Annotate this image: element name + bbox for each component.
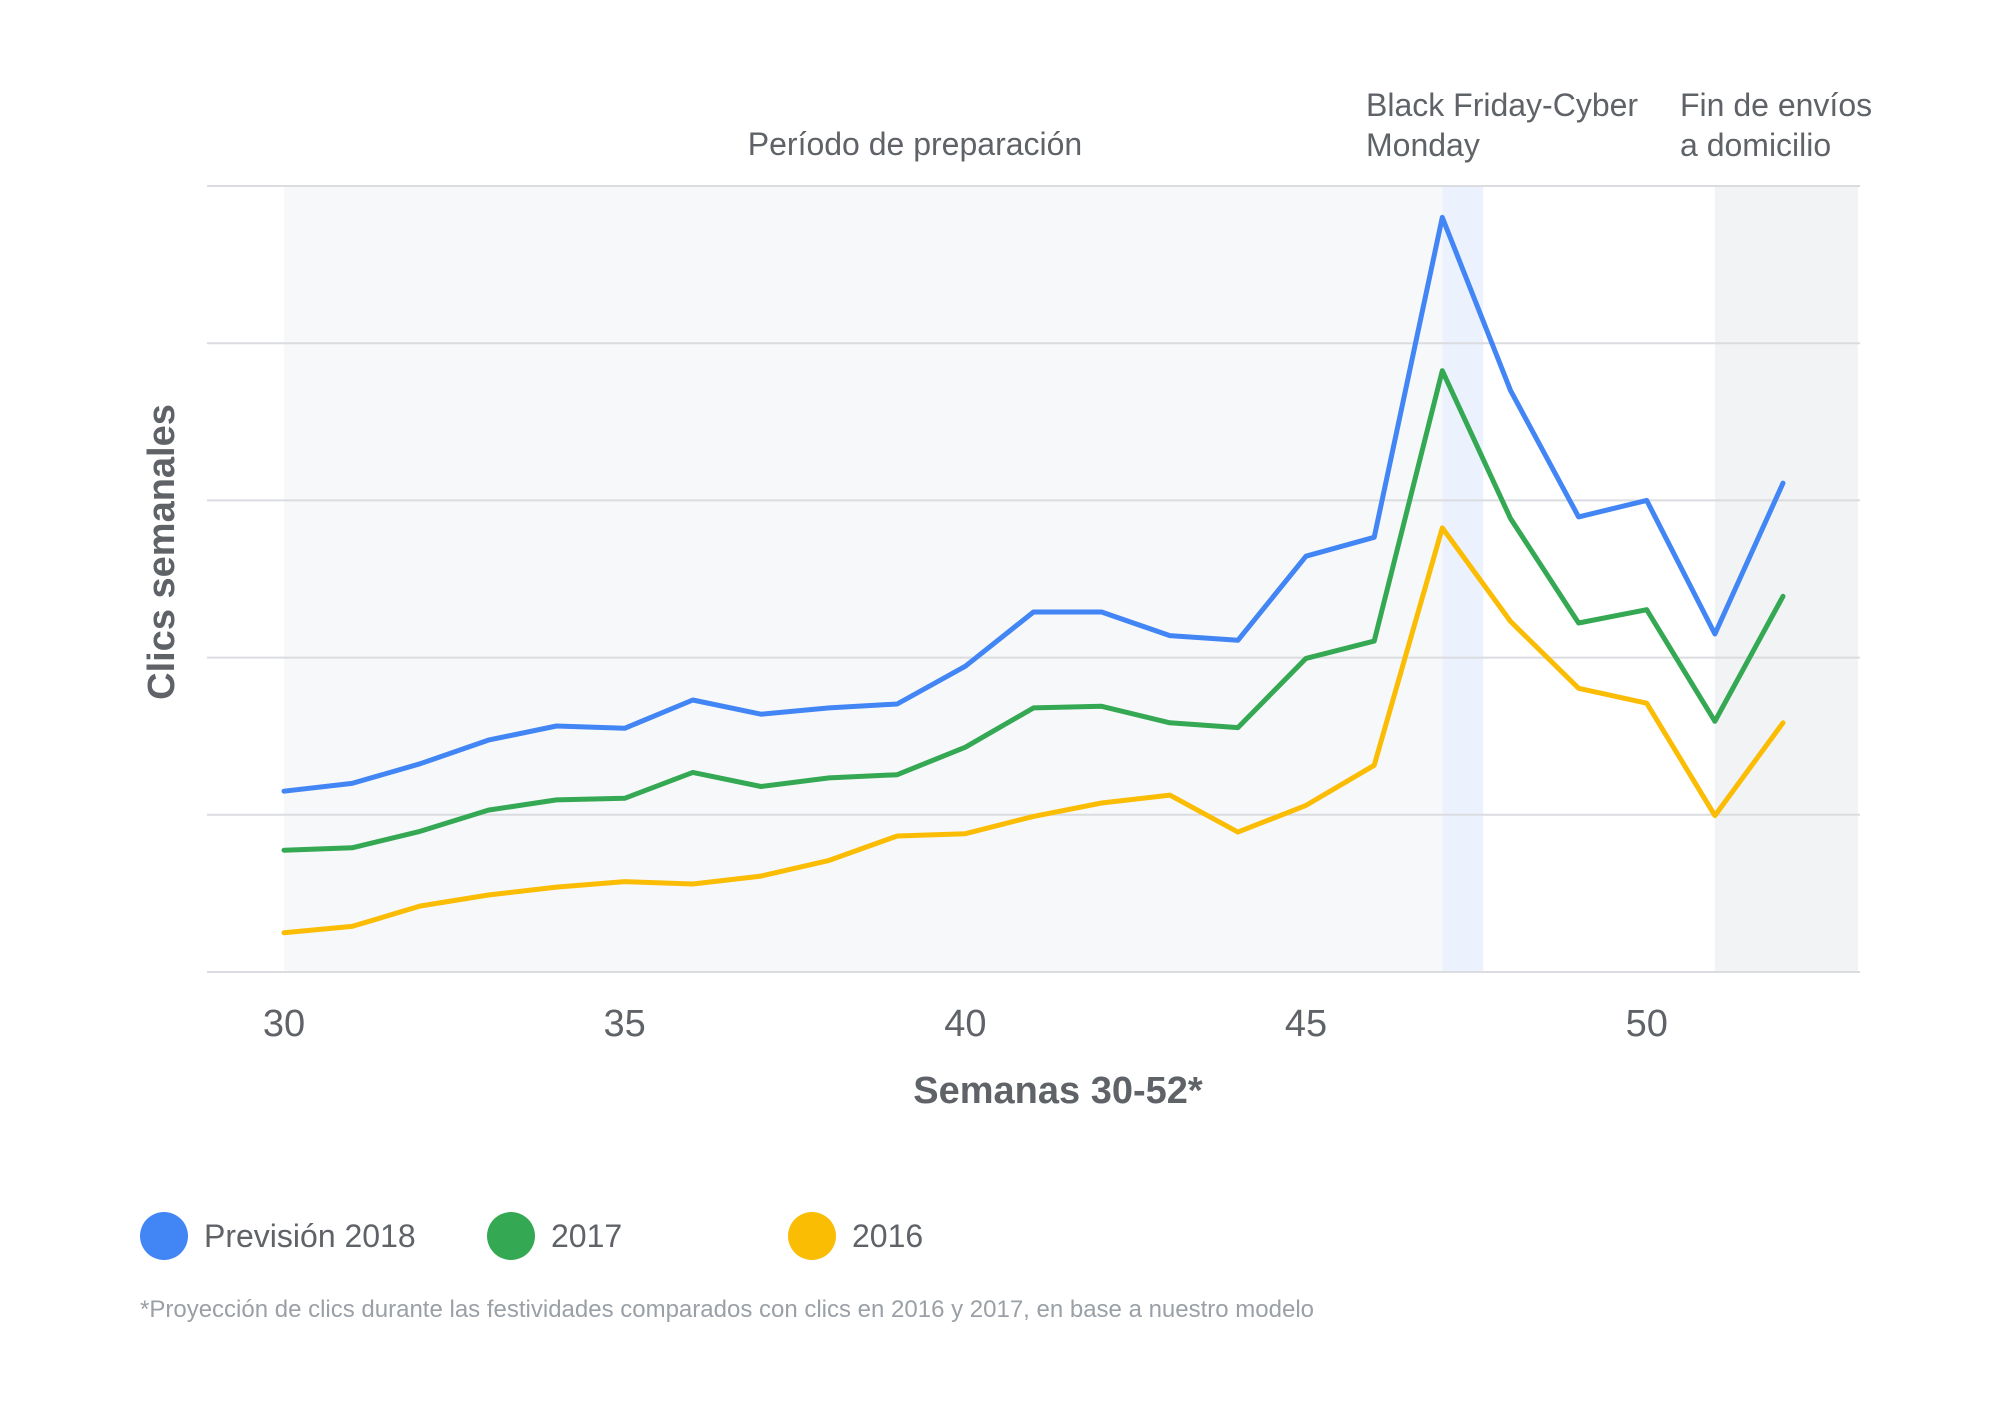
x-tick-label-50: 50	[1626, 1003, 1668, 1045]
legend-swatch-1	[487, 1212, 535, 1260]
legend-label-1: 2017	[551, 1218, 622, 1254]
region-labels: Período de preparación Black Friday-Cyber…	[748, 87, 1872, 163]
x-axis-ticks: 30 35 40 45 50	[263, 1003, 1668, 1045]
x-axis-label: Semanas 30-52*	[913, 1070, 1203, 1112]
x-tick-label-40: 40	[944, 1003, 986, 1045]
series-lines	[281, 214, 1786, 936]
footnote: *Proyección de clics durante las festivi…	[140, 1296, 1314, 1323]
series-line-0	[281, 214, 1786, 794]
x-tick-label-45: 45	[1285, 1003, 1327, 1045]
x-tick-label-30: 30	[263, 1003, 305, 1045]
region-shipping-end	[1714, 186, 1858, 972]
region-label-shipping-end-0: Fin de envíos	[1680, 87, 1872, 123]
series-line-2	[281, 525, 1786, 936]
legend-label-0: Previsión 2018	[204, 1218, 416, 1254]
region-label-shipping-end-1: a domicilio	[1680, 127, 1831, 163]
region-label-black-friday-0: Black Friday-Cyber	[1366, 87, 1638, 123]
region-black-friday	[1442, 186, 1484, 972]
legend-swatch-2	[788, 1212, 836, 1260]
region-label-preparation-0: Período de preparación	[748, 126, 1082, 162]
legend-swatch-0	[140, 1212, 188, 1260]
region-preparation	[284, 186, 1443, 972]
series-line-1	[281, 368, 1786, 853]
legend: Previsión 2018 2017 2016	[140, 1212, 923, 1260]
y-axis-label: Clics semanales	[141, 404, 183, 700]
region-label-black-friday-1: Monday	[1366, 127, 1480, 163]
x-tick-label-35: 35	[604, 1003, 646, 1045]
legend-label-2: 2016	[852, 1218, 923, 1254]
shaded-regions	[284, 186, 1858, 972]
